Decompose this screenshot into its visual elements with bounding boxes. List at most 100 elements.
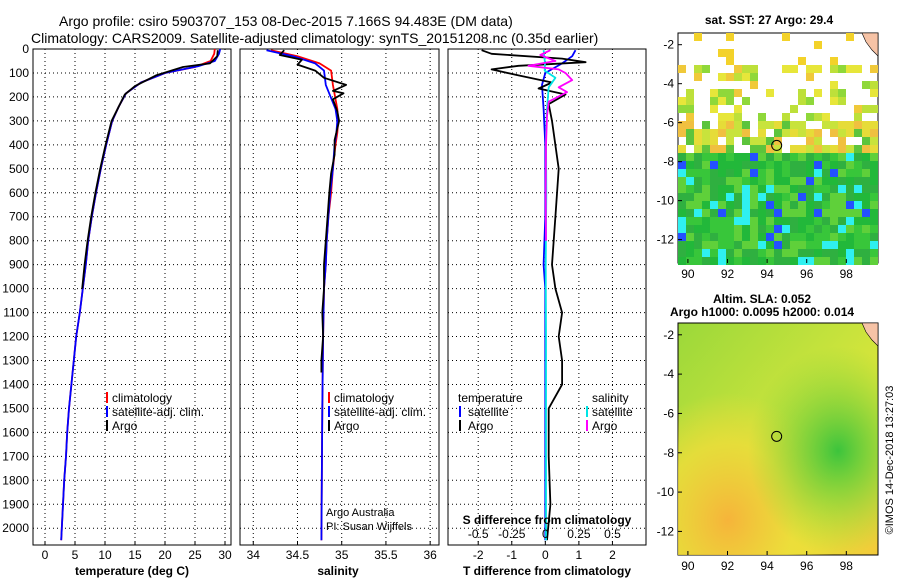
sst-map-ticks: 90 92 94 96 98 -2 -4 -6 -8 -10 -12 xyxy=(657,38,854,281)
sst-cell xyxy=(766,137,774,145)
sst-cell xyxy=(870,241,878,249)
map-x-tick-label: 98 xyxy=(840,559,854,573)
sst-coastline xyxy=(861,32,879,57)
sst-cell xyxy=(806,153,814,161)
sst-cell xyxy=(830,65,838,73)
sst-cell xyxy=(678,105,686,113)
sla-map-green-region xyxy=(678,323,878,555)
sst-cell xyxy=(782,169,790,177)
sst-cell xyxy=(774,233,782,241)
salinity-plot-frame xyxy=(239,48,440,546)
sst-cell xyxy=(774,241,782,249)
sst-cell xyxy=(814,137,822,145)
map-x-tick-label: 90 xyxy=(681,267,695,281)
sst-cell xyxy=(790,145,798,153)
y-tick-label: 1500 xyxy=(2,401,29,415)
sst-cell xyxy=(702,137,710,145)
sst-cell xyxy=(718,121,726,129)
sst-cell xyxy=(734,201,742,209)
sst-cell xyxy=(854,129,862,137)
sst-cell xyxy=(782,225,790,233)
sst-cell xyxy=(710,209,718,217)
sst-cell xyxy=(678,257,686,265)
sst-cell xyxy=(846,185,854,193)
sst-cell xyxy=(758,257,766,265)
sst-cell xyxy=(758,249,766,257)
sst-cell xyxy=(814,153,822,161)
sst-cell xyxy=(766,201,774,209)
sst-cell xyxy=(830,145,838,153)
sst-cell xyxy=(862,225,870,233)
sst-cell xyxy=(854,217,862,225)
sst-cell xyxy=(678,169,686,177)
y-tick-label: 200 xyxy=(9,90,29,104)
map-y-tick-label: -8 xyxy=(663,155,674,169)
sst-cell xyxy=(718,129,726,137)
sst-cell xyxy=(838,137,846,145)
sst-cell xyxy=(742,257,750,265)
sst-cell xyxy=(870,81,878,89)
sst-cell xyxy=(814,129,822,137)
y-tick-label: 500 xyxy=(9,162,29,176)
legend-label-satellite: satellite-adj. clim. xyxy=(334,405,426,419)
sst-cell xyxy=(838,217,846,225)
sst-cell xyxy=(854,153,862,161)
sst-cell xyxy=(846,209,854,217)
sst-cell xyxy=(814,41,822,49)
sst-cell xyxy=(790,201,798,209)
x-tick-label: 34 xyxy=(247,548,261,562)
sst-cell xyxy=(702,193,710,201)
y-tick-label: 800 xyxy=(9,234,29,248)
sst-cell xyxy=(790,177,798,185)
legend-swatch-argo xyxy=(106,420,108,431)
legend-label-t-satellite: satellite xyxy=(468,405,509,419)
salinity-difference-legend: salinity satellite Argo xyxy=(586,391,633,433)
sst-cell xyxy=(854,177,862,185)
sst-cell xyxy=(694,209,702,217)
sst-cell xyxy=(750,201,758,209)
sst-cell xyxy=(702,257,710,265)
temperature-x-label: temperature (deg C) xyxy=(75,564,189,578)
legend-swatch-satellite xyxy=(328,406,330,417)
sst-cell xyxy=(742,73,750,81)
sst-cell xyxy=(830,193,838,201)
sst-cell xyxy=(718,193,726,201)
sst-cell xyxy=(710,129,718,137)
sst-cell xyxy=(774,153,782,161)
sst-cell xyxy=(702,153,710,161)
sst-cell xyxy=(694,233,702,241)
sst-cell xyxy=(758,217,766,225)
sst-cell xyxy=(862,137,870,145)
map-x-tick-label: 96 xyxy=(800,559,814,573)
sst-cell xyxy=(726,129,734,137)
sst-cell xyxy=(750,193,758,201)
sst-cell xyxy=(702,121,710,129)
sst-cell xyxy=(694,145,702,153)
sst-cell xyxy=(830,209,838,217)
sst-cell xyxy=(870,89,878,97)
sst-cell xyxy=(814,241,822,249)
sst-cell xyxy=(774,217,782,225)
sst-cell xyxy=(766,257,774,265)
sst-cell xyxy=(702,201,710,209)
sst-cell xyxy=(726,137,734,145)
sst-cell xyxy=(782,129,790,137)
sst-cell xyxy=(790,233,798,241)
sst-cell xyxy=(782,185,790,193)
sst-cell xyxy=(694,185,702,193)
x-tick-label: 36 xyxy=(423,548,437,562)
sst-cell xyxy=(790,65,798,73)
x-tick-label: -2 xyxy=(473,548,484,562)
x2-tick-label: -0.5 xyxy=(468,527,489,541)
sst-cell xyxy=(734,121,742,129)
sst-cell xyxy=(742,97,750,105)
sst-cell xyxy=(806,129,814,137)
sst-cell xyxy=(702,209,710,217)
sst-cell xyxy=(854,249,862,257)
sst-cell xyxy=(758,129,766,137)
sst-cell xyxy=(710,249,718,257)
sst-cell xyxy=(782,177,790,185)
sst-cell xyxy=(782,249,790,257)
y-tick-label: 0 xyxy=(22,42,29,56)
sst-cell xyxy=(750,241,758,249)
